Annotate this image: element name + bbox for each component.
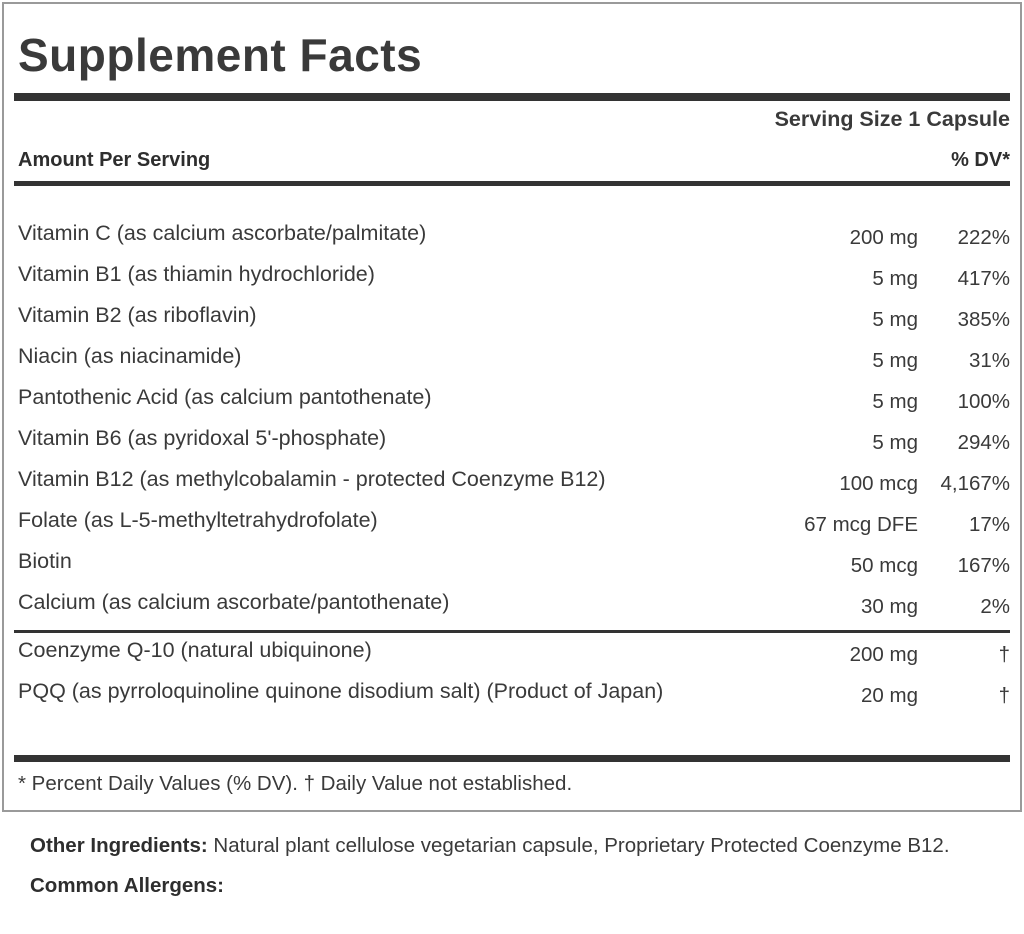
ingredient-dv: 167% xyxy=(957,554,1010,577)
ingredient-dv: 17% xyxy=(968,513,1010,536)
ingredient-name: Vitamin B2 (as riboflavin) xyxy=(18,303,257,327)
table-row: Vitamin B12 (as methylcobalamin - protec… xyxy=(14,466,1010,496)
ingredient-dv: 2% xyxy=(980,595,1010,618)
daily-value-footnote: * Percent Daily Values (% DV). † Daily V… xyxy=(18,772,573,795)
other-ingredients-text: Natural plant cellulose vegetarian capsu… xyxy=(213,834,950,857)
other-ingredients: Other Ingredients: Natural plant cellulo… xyxy=(30,830,992,861)
other-ingredients-label: Other Ingredients: xyxy=(30,834,208,857)
ingredient-name: Vitamin C (as calcium ascorbate/palmitat… xyxy=(18,221,427,245)
supplement-facts-panel: Supplement Facts Serving Size 1 Capsule … xyxy=(2,2,1022,812)
divider-thin-middle xyxy=(14,630,1010,633)
table-row: Vitamin B2 (as riboflavin) 5 mg 385% xyxy=(14,302,1010,332)
panel-title: Supplement Facts xyxy=(18,29,423,81)
ingredient-dv: 385% xyxy=(957,308,1010,331)
ingredient-name: Folate (as L-5-methyltetrahydrofolate) xyxy=(18,508,378,532)
ingredient-amount: 50 mcg xyxy=(850,554,918,577)
ingredient-dv: 4,167% xyxy=(940,472,1010,495)
table-row: Niacin (as niacinamide) 5 mg 31% xyxy=(14,343,1010,373)
table-row: Pantothenic Acid (as calcium pantothenat… xyxy=(14,384,1010,414)
panel-content: Supplement Facts Serving Size 1 Capsule … xyxy=(4,4,1020,708)
common-allergens-heading: Common Allergens: xyxy=(30,874,225,897)
ingredient-dv-dagger: † xyxy=(998,684,1010,707)
divider-thick-bottom xyxy=(14,755,1010,762)
label-extra-info: Other Ingredients: Natural plant cellulo… xyxy=(30,830,992,899)
ingredient-amount: 20 mg xyxy=(861,684,918,707)
ingredient-table: Vitamin C (as calcium ascorbate/palmitat… xyxy=(14,186,1010,708)
ingredient-dv-dagger: † xyxy=(998,643,1010,666)
ingredient-name: PQQ (as pyrroloquinoline quinone disodiu… xyxy=(18,679,664,703)
ingredient-amount: 5 mg xyxy=(872,390,918,413)
table-row: Vitamin C (as calcium ascorbate/palmitat… xyxy=(14,220,1010,250)
ingredient-amount: 5 mg xyxy=(872,431,918,454)
ingredient-name: Pantothenic Acid (as calcium pantothenat… xyxy=(18,385,432,409)
ingredient-amount: 5 mg xyxy=(872,308,918,331)
table-row: Calcium (as calcium ascorbate/pantothena… xyxy=(14,589,1010,619)
amount-per-serving-header: Amount Per Serving xyxy=(18,149,211,171)
table-row: Vitamin B1 (as thiamin hydrochloride) 5 … xyxy=(14,261,1010,291)
ingredient-dv: 294% xyxy=(957,431,1010,454)
table-row: PQQ (as pyrroloquinoline quinone disodiu… xyxy=(14,678,1010,708)
ingredient-dv: 31% xyxy=(968,349,1010,372)
table-row: Biotin 50 mcg 167% xyxy=(14,548,1010,578)
ingredient-name: Coenzyme Q-10 (natural ubiquinone) xyxy=(18,638,372,662)
ingredient-name: Biotin xyxy=(18,549,72,573)
table-row: Folate (as L-5-methyltetrahydrofolate) 6… xyxy=(14,507,1010,537)
ingredient-amount: 200 mg xyxy=(849,226,918,249)
percent-dv-header: % DV* xyxy=(951,149,1010,171)
ingredient-amount: 5 mg xyxy=(872,349,918,372)
table-row: Vitamin B6 (as pyridoxal 5'-phosphate) 5… xyxy=(14,425,1010,455)
ingredient-name: Calcium (as calcium ascorbate/pantothena… xyxy=(18,590,450,614)
ingredient-amount: 200 mg xyxy=(849,643,918,666)
ingredient-name: Vitamin B6 (as pyridoxal 5'-phosphate) xyxy=(18,426,387,450)
divider-thick-top xyxy=(14,93,1010,101)
ingredient-amount: 67 mcg DFE xyxy=(804,513,918,536)
ingredient-name: Niacin (as niacinamide) xyxy=(18,344,242,368)
ingredient-amount: 100 mcg xyxy=(839,472,918,495)
ingredient-dv: 222% xyxy=(957,226,1010,249)
serving-size-text: Serving Size 1 Capsule xyxy=(774,107,1010,131)
ingredient-name: Vitamin B12 (as methylcobalamin - protec… xyxy=(18,467,606,491)
ingredient-amount: 30 mg xyxy=(861,595,918,618)
table-row: Coenzyme Q-10 (natural ubiquinone) 200 m… xyxy=(14,637,1010,667)
table-header-row: Amount Per Serving % DV* xyxy=(14,133,1010,181)
ingredient-dv: 417% xyxy=(957,267,1010,290)
ingredient-dv: 100% xyxy=(957,390,1010,413)
ingredient-name: Vitamin B1 (as thiamin hydrochloride) xyxy=(18,262,375,286)
ingredient-amount: 5 mg xyxy=(872,267,918,290)
divider-under-header xyxy=(14,181,1010,186)
